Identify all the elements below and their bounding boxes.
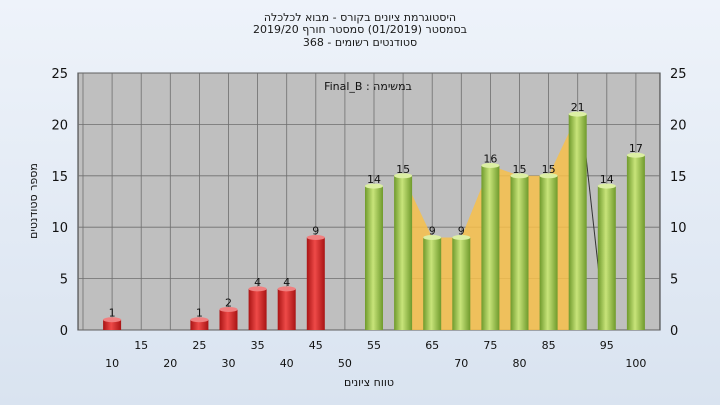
- bar-top-40: [277, 286, 296, 292]
- x-tick-label: 65: [425, 339, 439, 352]
- bar-85: [539, 175, 558, 330]
- bar-top-10: [103, 317, 122, 323]
- bar-value-label: 9: [429, 224, 436, 237]
- bar-top-45: [306, 234, 325, 240]
- chart-students-count: סטודנטים רשומים - 368: [302, 36, 418, 49]
- bar-value-label: 2: [225, 296, 232, 309]
- bar-value-label: 15: [396, 163, 410, 176]
- bar-value-label: 15: [542, 163, 556, 176]
- bar-value-label: 17: [629, 142, 643, 155]
- bar-value-label: 16: [483, 153, 497, 166]
- x-tick-label: 45: [309, 339, 323, 352]
- bar-75: [481, 165, 500, 330]
- bar-top-95: [597, 183, 616, 189]
- y-tick-label-right: 20: [670, 118, 687, 133]
- x-axis-title: טווח ציונים: [344, 376, 394, 389]
- y-tick-label-left: 15: [51, 170, 68, 185]
- chart-subtitle: בסמסטר (01/2019) סמסטר חורף 2019/20: [253, 23, 467, 36]
- bar-value-label: 21: [571, 101, 585, 114]
- bar-top-90: [568, 111, 587, 117]
- y-tick-label-right: 25: [670, 67, 687, 82]
- chart-title: היסטוגרמת ציונים בקורס - מבוא לכלכלה: [263, 11, 457, 24]
- x-tick-label: 35: [251, 339, 265, 352]
- x-tick-label: 30: [222, 357, 236, 370]
- bar-45: [306, 237, 325, 330]
- x-tick-label: 80: [513, 357, 527, 370]
- x-tick-label: 85: [542, 339, 556, 352]
- bar-80: [510, 175, 529, 330]
- y-tick-label-left: 10: [51, 221, 68, 236]
- bar-55: [365, 186, 383, 330]
- y-tick-label-right: 10: [670, 221, 687, 236]
- x-tick-label: 95: [600, 339, 614, 352]
- bar-top-25: [190, 317, 209, 323]
- bar-top-80: [510, 173, 529, 179]
- x-tick-label: 40: [280, 357, 294, 370]
- bar-top-60: [394, 173, 413, 179]
- bar-top-75: [481, 163, 500, 169]
- bar-top-30: [219, 306, 238, 312]
- bar-top-100: [626, 152, 645, 158]
- x-tick-label: 50: [338, 357, 352, 370]
- y-axis-title: מספר סטודנטים: [27, 163, 40, 239]
- bar-35: [248, 288, 267, 330]
- bar-value-label: 4: [283, 276, 290, 289]
- bar-100: [626, 155, 645, 330]
- bar-top-65: [423, 234, 442, 240]
- y-tick-label-right: 5: [670, 273, 678, 288]
- bar-40: [277, 288, 296, 330]
- x-tick-label: 20: [163, 357, 177, 370]
- bar-30: [219, 309, 238, 330]
- bar-90: [568, 114, 587, 331]
- x-tick-label: 75: [483, 339, 497, 352]
- bar-top-85: [539, 173, 558, 179]
- bar-25: [190, 319, 209, 330]
- y-tick-label-left: 20: [51, 118, 68, 133]
- bar-value-label: 1: [109, 307, 116, 320]
- bar-value-label: 9: [458, 224, 465, 237]
- x-tick-label: 15: [134, 339, 148, 352]
- y-tick-label-right: 0: [670, 324, 678, 339]
- bar-top-55: [365, 183, 383, 189]
- y-tick-label-left: 5: [60, 273, 68, 288]
- bar-65: [423, 237, 442, 330]
- bar-value-label: 1: [196, 307, 203, 320]
- x-tick-label: 10: [105, 357, 119, 370]
- bar-70: [452, 237, 471, 330]
- y-tick-label-right: 15: [670, 170, 687, 185]
- bar-value-label: 9: [312, 224, 319, 237]
- bar-60: [394, 175, 413, 330]
- bar-value-label: 4: [254, 276, 261, 289]
- bar-value-label: 14: [600, 173, 614, 186]
- bar-value-label: 15: [513, 163, 527, 176]
- x-tick-label: 25: [192, 339, 206, 352]
- plot-annotation: Final_B : במשימה: [324, 80, 412, 93]
- y-tick-label-left: 0: [60, 324, 68, 339]
- x-tick-label: 100: [625, 357, 646, 370]
- bar-value-label: 14: [367, 173, 381, 186]
- x-tick-label: 70: [454, 357, 468, 370]
- bar-top-70: [452, 234, 471, 240]
- bar-10: [103, 319, 122, 330]
- bar-top-35: [248, 286, 267, 292]
- bar-95: [597, 186, 616, 330]
- y-tick-label-left: 25: [51, 67, 68, 82]
- x-tick-label: 55: [367, 339, 381, 352]
